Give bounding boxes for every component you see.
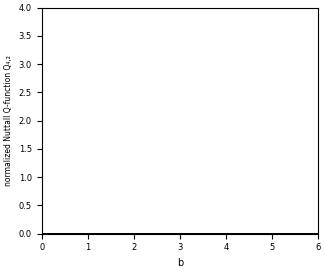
X-axis label: b: b (177, 258, 183, 268)
Y-axis label: normalized Nuttall Q-function Q₄,₂: normalized Nuttall Q-function Q₄,₂ (4, 55, 13, 186)
